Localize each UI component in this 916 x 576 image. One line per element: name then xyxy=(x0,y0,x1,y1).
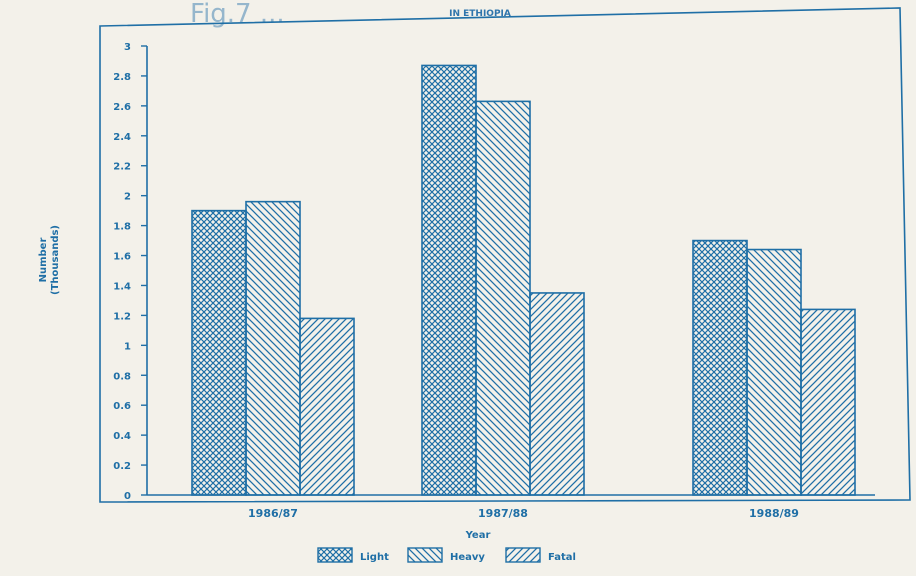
y-tick-label: 0.6 xyxy=(113,401,131,412)
y-tick-label: 0.2 xyxy=(113,461,131,472)
legend-item-light: Light xyxy=(317,547,389,563)
y-tick-label: 1.4 xyxy=(113,281,131,292)
bar-heavy xyxy=(746,248,802,496)
y-tick-label: 2.4 xyxy=(113,132,131,143)
bar-heavy xyxy=(245,200,301,496)
x-category-label: 1988/89 xyxy=(749,507,799,520)
y-tick-label: 0.4 xyxy=(113,431,131,442)
x-category-label: 1986/87 xyxy=(248,507,298,520)
chart-subtitle: IN ETHIOPIA xyxy=(449,9,511,19)
y-tick-label: 1.8 xyxy=(113,222,131,233)
plot-frame xyxy=(99,7,911,503)
y-axis-unit-label: (Thousands) xyxy=(50,225,61,295)
y-tick-label: 1.6 xyxy=(113,252,131,263)
y-tick-label: 1 xyxy=(124,341,131,352)
y-tick-label: 0 xyxy=(124,491,131,502)
x-category-label: 1987/88 xyxy=(478,507,528,520)
bar-fatal xyxy=(299,317,355,496)
bar-fatal xyxy=(529,292,585,496)
bars-group xyxy=(191,64,856,496)
legend-swatch xyxy=(505,547,541,563)
chart-title: Fig.7 ... xyxy=(190,0,285,29)
legend-item-heavy: Heavy xyxy=(407,547,485,563)
y-tick-label: 2.2 xyxy=(113,162,131,173)
bar-group-1988-89 xyxy=(692,239,856,496)
legend: Light Heavy Fatal xyxy=(317,547,576,563)
bar-group-1986-87 xyxy=(191,200,355,496)
legend-swatch xyxy=(317,547,353,563)
legend-label: Fatal xyxy=(548,552,576,563)
bar-light xyxy=(692,239,748,496)
legend-label: Heavy xyxy=(450,552,485,563)
y-tick-label: 2.6 xyxy=(113,102,131,113)
legend-item-fatal: Fatal xyxy=(505,547,576,563)
y-axis-title: Number (Thousands) xyxy=(38,225,61,295)
y-tick-label: 0.8 xyxy=(113,371,131,382)
bar-light xyxy=(191,209,247,496)
bar-fatal xyxy=(800,308,856,496)
y-tick-label: 2 xyxy=(124,192,131,203)
bar-heavy xyxy=(475,100,531,496)
y-tick-label: 3 xyxy=(124,42,131,53)
bar-light xyxy=(421,64,477,496)
bar-group-1987-88 xyxy=(421,64,585,496)
legend-label: Light xyxy=(360,552,389,563)
x-axis-title: Year xyxy=(465,530,491,541)
y-axis-label: Number xyxy=(38,238,49,283)
y-axis: 0 0.2 0.4 0.6 0.8 1 1.2 1.4 1.6 1.8 2 2.2 2.4 2.6 2.8 3 xyxy=(113,42,148,502)
x-axis: 1986/87 1987/88 1988/89 xyxy=(147,494,875,520)
y-tick-label: 1.2 xyxy=(113,311,131,322)
legend-swatch xyxy=(407,547,443,563)
y-tick-label: 2.8 xyxy=(113,72,131,83)
